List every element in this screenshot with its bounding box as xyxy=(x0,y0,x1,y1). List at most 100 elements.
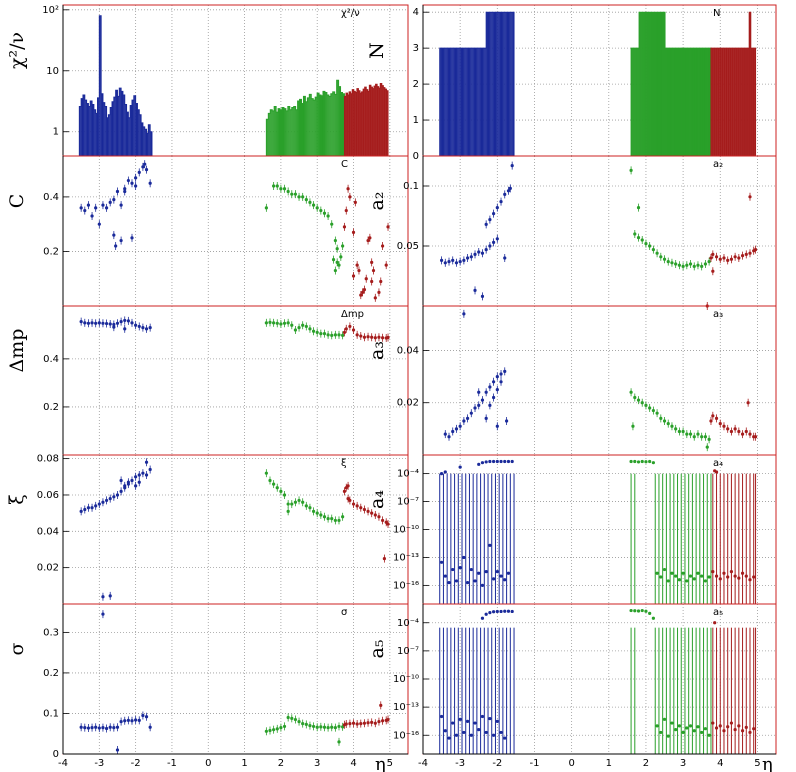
xi-point xyxy=(137,473,141,477)
N-y-axis-label: N xyxy=(366,42,388,59)
a3-point xyxy=(703,435,708,439)
C-point xyxy=(370,260,374,264)
dmp-point xyxy=(330,333,334,337)
C-point xyxy=(353,200,357,204)
C-point xyxy=(97,222,101,226)
C-panel-frame xyxy=(62,155,409,307)
a2-point xyxy=(748,195,752,199)
xi-point xyxy=(311,509,316,513)
xi-point xyxy=(304,504,308,508)
sigma-point xyxy=(279,726,283,730)
sigma-point xyxy=(264,729,268,733)
a3-point xyxy=(700,435,704,439)
a3-point xyxy=(488,385,492,389)
dmp-point xyxy=(370,335,374,339)
a3-y-axis-label: a₃ xyxy=(366,341,388,360)
a3-point xyxy=(677,429,681,434)
a4-point xyxy=(499,574,503,578)
a3-point xyxy=(707,437,711,441)
sigma-point xyxy=(275,727,279,731)
dmp-point xyxy=(134,323,138,327)
dmp-point xyxy=(123,327,127,331)
a3-y-tick-label: 0.04 xyxy=(397,345,419,356)
a4-y-tick-label: 10⁻⁷ xyxy=(397,497,419,508)
C-point xyxy=(293,192,298,196)
xi-point xyxy=(134,484,138,488)
xi-y-tick-label: 0.04 xyxy=(37,526,59,537)
N-y-tick-label: 3 xyxy=(413,43,419,54)
N-y-tick-label: 2 xyxy=(413,79,419,90)
a3-point xyxy=(737,429,741,434)
a5-point xyxy=(488,611,492,615)
a4-y-tick-label: 10⁻¹³ xyxy=(393,552,419,563)
xi-point xyxy=(282,493,287,497)
a3-point xyxy=(648,406,652,410)
C-point xyxy=(361,290,365,294)
a2-point xyxy=(722,256,726,260)
a2-point xyxy=(477,250,481,254)
a3-point xyxy=(651,408,655,413)
a2-point xyxy=(753,248,758,252)
C-point xyxy=(286,189,290,194)
C-point xyxy=(282,187,287,191)
a2-point xyxy=(439,258,444,262)
x-axis-label-right: η xyxy=(762,754,773,772)
dmp-point xyxy=(101,321,105,325)
C-point xyxy=(322,211,327,215)
a2-point xyxy=(503,256,507,260)
chi2-y-tick-label: 10² xyxy=(42,5,59,16)
a3-point xyxy=(495,374,499,379)
a4-point xyxy=(666,579,670,583)
sigma-y-tick-label: 0.3 xyxy=(43,627,59,638)
a5-point xyxy=(688,724,693,728)
a2-point xyxy=(700,264,704,268)
a5-point xyxy=(696,725,700,729)
a5-point xyxy=(477,728,481,732)
xi-y-tick-label: 0.08 xyxy=(37,454,59,465)
a2-point xyxy=(484,248,488,252)
dmp-point xyxy=(311,329,316,333)
sigma-point xyxy=(386,717,390,722)
a3-point xyxy=(488,403,492,407)
a3-point xyxy=(655,411,659,415)
dmp-y-tick-label: 0.2 xyxy=(43,402,59,413)
a5-y-tick-label: 10⁻¹³ xyxy=(393,702,419,713)
xi-point xyxy=(337,518,341,523)
chi2-bar-outline xyxy=(343,82,389,156)
dmp-y-tick-label: 0.4 xyxy=(43,354,59,365)
a5-point xyxy=(677,724,681,728)
a2-point xyxy=(662,257,667,261)
a3-point xyxy=(670,424,674,428)
a3-point xyxy=(484,416,488,421)
C-point xyxy=(104,206,109,210)
a5-point xyxy=(451,721,455,725)
xi-point xyxy=(359,506,363,510)
sigma-point xyxy=(108,725,112,729)
a4-point xyxy=(458,465,462,469)
a4-point xyxy=(737,576,741,580)
x-tick-label: -1 xyxy=(529,758,539,769)
a5-point xyxy=(752,727,756,731)
a3-point xyxy=(685,432,689,436)
C-point xyxy=(337,263,341,267)
dmp-point xyxy=(272,321,276,325)
a3-point xyxy=(726,427,730,431)
dmp-point xyxy=(342,330,347,335)
N-bar-outline xyxy=(710,11,757,156)
sigma-point xyxy=(355,722,359,726)
x-tick-label: 2 xyxy=(643,758,649,769)
xi-y-tick-label: 0.02 xyxy=(37,563,59,574)
a3-point xyxy=(495,424,499,428)
a5-point xyxy=(503,736,507,740)
a5-point xyxy=(465,719,470,724)
a5-point xyxy=(458,717,462,721)
sigma-point xyxy=(304,722,308,727)
a3-point xyxy=(462,419,466,423)
chi2-panel-label: χ²/ν xyxy=(341,8,360,19)
a4-point xyxy=(688,574,693,578)
a4-point xyxy=(480,461,485,465)
dmp-point xyxy=(282,321,287,325)
x-axis-label-left: η xyxy=(375,754,386,772)
a4-point xyxy=(447,580,451,585)
a5-point xyxy=(499,730,503,735)
